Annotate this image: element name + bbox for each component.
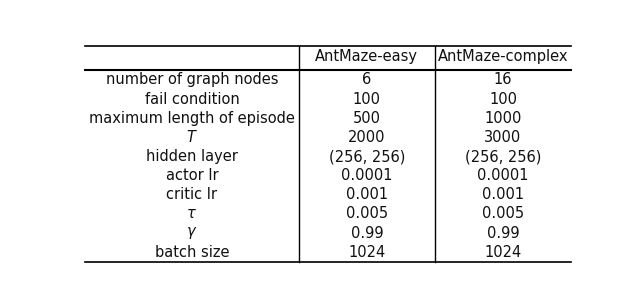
Text: 0.005: 0.005 <box>346 207 388 221</box>
Text: critic lr: critic lr <box>166 187 218 202</box>
Text: 1024: 1024 <box>484 245 522 260</box>
Text: 6: 6 <box>362 72 371 88</box>
Text: 0.005: 0.005 <box>482 207 524 221</box>
Text: 3000: 3000 <box>484 130 522 145</box>
Text: 1024: 1024 <box>348 245 385 260</box>
Text: number of graph nodes: number of graph nodes <box>106 72 278 88</box>
Text: 500: 500 <box>353 111 381 126</box>
Text: AntMaze-complex: AntMaze-complex <box>438 49 568 63</box>
Text: $\gamma$: $\gamma$ <box>186 225 198 241</box>
Text: 100: 100 <box>353 92 381 107</box>
Text: batch size: batch size <box>155 245 229 260</box>
Text: $T$: $T$ <box>186 129 198 145</box>
Text: 0.0001: 0.0001 <box>477 168 529 183</box>
Text: maximum length of episode: maximum length of episode <box>89 111 295 126</box>
Text: AntMaze-easy: AntMaze-easy <box>316 49 419 63</box>
Text: 0.0001: 0.0001 <box>341 168 392 183</box>
Text: 1000: 1000 <box>484 111 522 126</box>
Text: $\tau$: $\tau$ <box>186 207 197 221</box>
Text: 2000: 2000 <box>348 130 386 145</box>
Text: 100: 100 <box>489 92 517 107</box>
Text: 0.99: 0.99 <box>351 226 383 241</box>
Text: fail condition: fail condition <box>145 92 239 107</box>
Text: (256, 256): (256, 256) <box>465 149 541 164</box>
Text: 16: 16 <box>493 72 512 88</box>
Text: (256, 256): (256, 256) <box>329 149 405 164</box>
Text: 0.001: 0.001 <box>346 187 388 202</box>
Text: hidden layer: hidden layer <box>146 149 238 164</box>
Text: actor lr: actor lr <box>166 168 218 183</box>
Text: 0.001: 0.001 <box>482 187 524 202</box>
Text: 0.99: 0.99 <box>486 226 519 241</box>
